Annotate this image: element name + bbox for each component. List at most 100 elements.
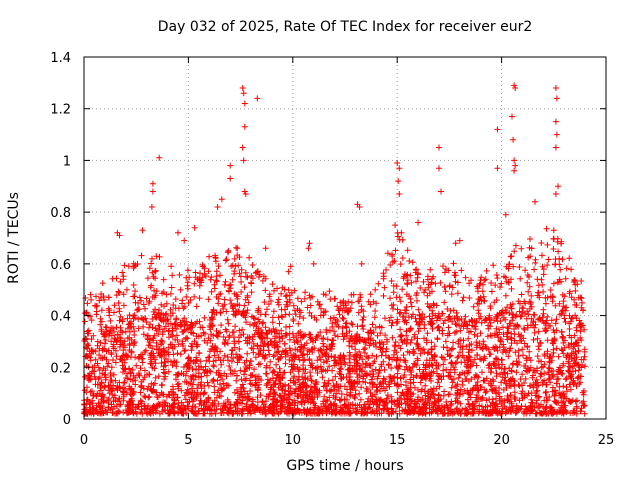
data-point: [458, 267, 465, 274]
data-point: [235, 390, 241, 397]
data-point: [444, 344, 451, 351]
data-point: [567, 386, 574, 393]
data-point: [471, 356, 478, 363]
data-point: [267, 358, 274, 365]
data-point: [328, 388, 334, 395]
data-point: [192, 320, 199, 327]
data-point: [232, 323, 239, 330]
data-point: [445, 391, 452, 398]
data-point: [198, 405, 205, 412]
data-point: [83, 335, 90, 342]
data-point: [357, 291, 364, 298]
data-point: [560, 362, 566, 369]
data-point: [480, 338, 487, 345]
data-point: [574, 375, 581, 382]
data-point: [327, 296, 334, 303]
data-point: [136, 372, 143, 379]
data-point: [552, 144, 559, 151]
data-point: [513, 369, 520, 376]
data-point: [542, 389, 549, 396]
data-point: [300, 315, 307, 322]
data-point: [103, 324, 110, 331]
data-point: [521, 340, 528, 347]
data-point: [373, 300, 380, 307]
data-point: [202, 330, 208, 337]
data-point: [167, 320, 174, 327]
data-point: [247, 388, 254, 394]
data-point: [573, 383, 580, 390]
data-point: [248, 313, 255, 320]
data-point: [220, 305, 227, 312]
data-point: [97, 294, 104, 301]
data-point: [387, 295, 393, 302]
data-point: [521, 326, 528, 333]
data-point: [94, 342, 101, 349]
data-point: [444, 332, 451, 339]
data-point: [218, 361, 225, 368]
data-point: [424, 276, 431, 283]
data-point: [179, 297, 186, 304]
data-point: [93, 308, 100, 315]
data-point: [232, 263, 239, 270]
data-point: [492, 343, 499, 350]
data-point: [326, 387, 333, 394]
data-point: [244, 274, 251, 281]
data-point: [189, 403, 196, 410]
data-point: [174, 336, 181, 343]
data-point: [488, 368, 495, 375]
data-point: [433, 359, 440, 366]
data-point: [438, 188, 444, 195]
data-point: [403, 291, 410, 298]
data-point: [380, 341, 387, 348]
data-point: [465, 367, 471, 374]
data-point: [233, 372, 240, 379]
data-point: [389, 253, 396, 259]
data-point: [407, 339, 414, 346]
data-point: [260, 343, 267, 350]
data-point: [386, 317, 393, 324]
data-point: [396, 310, 403, 317]
data-point: [409, 364, 416, 370]
data-point: [127, 386, 134, 393]
data-point: [363, 353, 370, 360]
data-point: [198, 332, 205, 339]
y-axis-label: ROTI / TECUs: [6, 192, 22, 284]
data-point: [410, 311, 416, 318]
data-point: [475, 387, 482, 394]
data-point: [363, 385, 370, 392]
data-point: [90, 332, 97, 339]
data-point: [571, 350, 577, 357]
data-point: [307, 384, 314, 390]
data-point: [183, 389, 190, 396]
data-point: [524, 343, 531, 350]
data-point: [342, 361, 349, 368]
data-point: [508, 305, 515, 312]
data-point: [132, 381, 139, 388]
data-point: [98, 318, 105, 325]
data-point: [543, 381, 550, 388]
data-point: [299, 384, 306, 391]
data-point: [535, 346, 542, 353]
data-point: [121, 262, 128, 269]
data-point: [512, 349, 519, 356]
data-point: [142, 406, 149, 413]
data-point: [163, 300, 170, 307]
data-point: [425, 361, 432, 368]
data-point: [99, 391, 106, 398]
data-point: [357, 396, 364, 403]
data-point: [531, 403, 538, 410]
data-point: [276, 365, 283, 372]
data-point: [265, 301, 272, 308]
data-point: [571, 276, 578, 283]
data-point: [378, 383, 385, 390]
data-point: [499, 374, 506, 381]
data-point: [295, 354, 302, 361]
data-point: [549, 410, 556, 417]
data-point: [255, 316, 262, 323]
data-point: [132, 374, 139, 381]
data-point: [388, 278, 395, 284]
data-point: [220, 334, 227, 340]
data-point: [126, 334, 133, 341]
data-point: [159, 338, 166, 345]
data-point: [511, 157, 518, 164]
